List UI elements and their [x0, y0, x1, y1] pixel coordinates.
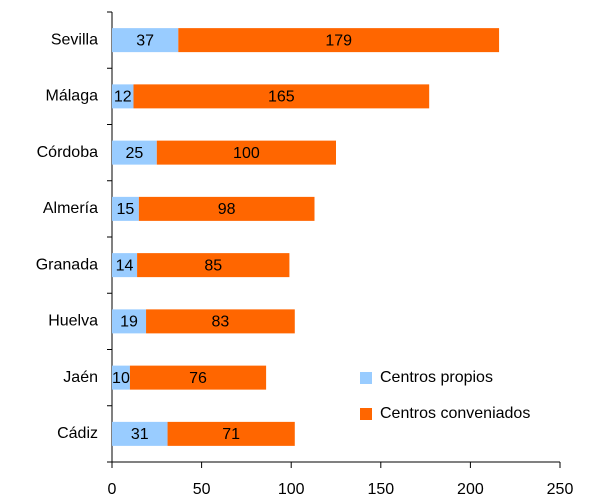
- y-tick-label: Almería: [43, 200, 98, 217]
- value-label: 76: [189, 370, 207, 387]
- y-tick-label: Málaga: [46, 88, 99, 105]
- y-tick-label: Huelva: [48, 313, 98, 330]
- x-tick-label: 150: [367, 481, 394, 498]
- value-label: 165: [268, 89, 295, 106]
- value-label: 100: [233, 145, 260, 162]
- bar-segment: [112, 309, 147, 334]
- bar-segment: [167, 421, 295, 446]
- value-label: 14: [116, 257, 134, 274]
- legend-label: Centros conveniados: [380, 405, 530, 422]
- y-tick-label: Córdoba: [37, 144, 98, 161]
- bar-segment: [156, 140, 336, 165]
- bar-segment: [112, 421, 168, 446]
- y-tick-label: Sevilla: [51, 31, 98, 48]
- y-tick-label: Granada: [36, 256, 98, 273]
- bar-segment: [112, 140, 157, 165]
- bar-segment: [146, 309, 295, 334]
- bar-segment: [112, 28, 179, 53]
- legend-label: Centros propios: [380, 369, 493, 386]
- bar-segment: [129, 365, 267, 390]
- x-tick-label: 100: [278, 481, 305, 498]
- y-tick-label: Jaén: [63, 369, 98, 386]
- legend-swatch: [360, 408, 372, 420]
- bar-segment: [178, 28, 500, 53]
- value-label: 98: [218, 201, 236, 218]
- value-label: 179: [325, 32, 352, 49]
- value-label: 83: [212, 314, 230, 331]
- value-label: 37: [136, 32, 154, 49]
- x-tick-label: 250: [547, 481, 574, 498]
- bar-segment: [112, 365, 130, 390]
- x-tick-label: 50: [193, 481, 211, 498]
- x-tick-label: 200: [457, 481, 484, 498]
- bar-segment: [112, 84, 134, 109]
- value-label: 71: [222, 426, 240, 443]
- value-label: 10: [112, 370, 130, 387]
- bar-segment: [112, 253, 138, 278]
- value-label: 31: [131, 426, 149, 443]
- value-label: 15: [117, 201, 135, 218]
- bar-segment: [112, 196, 139, 221]
- bar-segment: [133, 84, 430, 109]
- value-label: 85: [204, 257, 222, 274]
- bar-segment: [138, 196, 315, 221]
- value-label: 19: [120, 314, 138, 331]
- y-tick-label: Cádiz: [57, 425, 98, 442]
- bar-segment: [137, 253, 290, 278]
- value-label: 25: [126, 145, 144, 162]
- x-tick-label: 0: [108, 481, 117, 498]
- legend-swatch: [360, 372, 372, 384]
- value-label: 12: [114, 89, 132, 106]
